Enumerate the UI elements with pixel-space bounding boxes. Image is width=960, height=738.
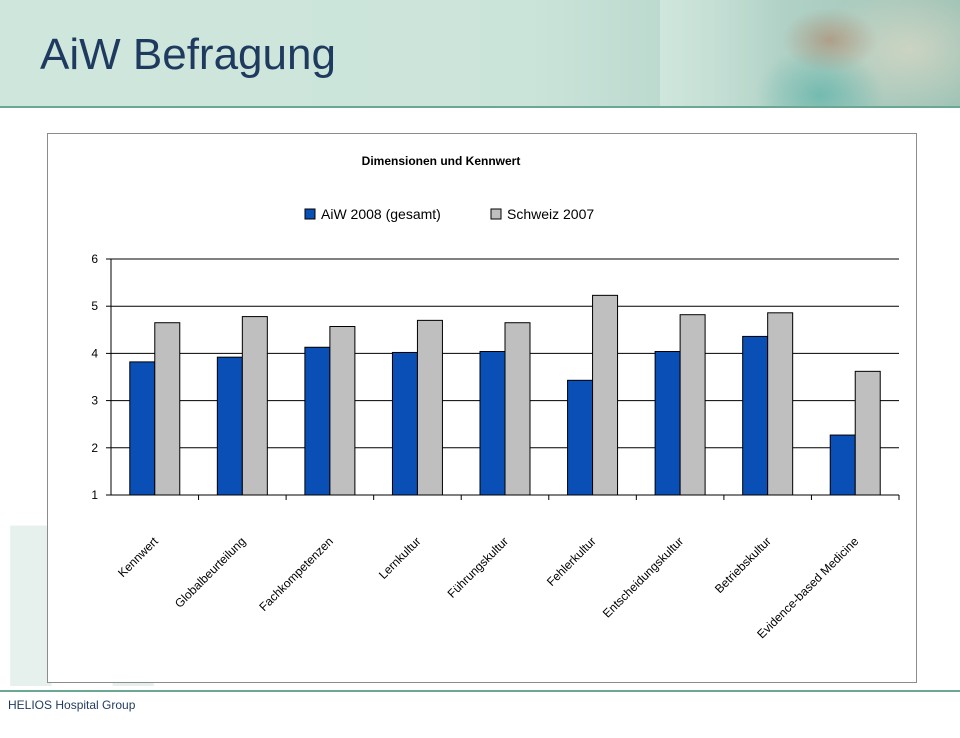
y-tick-label: 5 [91,299,98,313]
chart-container: Dimensionen und Kennwert AiW 2008 (gesam… [47,133,917,683]
bar-aiw-2008 [479,351,506,496]
legend-swatch [490,208,502,220]
bar-aiw-2008 [829,434,856,496]
legend-label: Schweiz 2007 [507,206,594,222]
y-tick-label: 2 [91,441,98,455]
legend-swatch [304,208,316,220]
x-tick-label: Globalbeurteilung [172,534,248,610]
x-tick-label: Führungskultur [445,534,512,601]
x-tick-label: Evidence-based Medicine [754,534,861,641]
x-tick-label: Entscheidungskultur [600,534,686,620]
x-axis: Kennwert Globalbeurteilung Fachkompetenzen… [111,494,900,641]
x-tick-label: Fachkompetenzen [256,534,336,614]
y-tick-label: 3 [91,394,98,408]
bar-aiw-2008 [129,361,156,496]
bar-schweiz-2007 [154,322,181,496]
bar-schweiz-2007 [504,322,531,496]
y-tick-label: 1 [91,488,98,502]
footer-company: HELIOS Hospital Group [8,698,136,712]
bar-aiw-2008 [304,346,331,496]
y-axis: 1 2 3 4 5 6 [91,252,112,502]
bar-schweiz-2007 [679,314,706,496]
chart-legend: AiW 2008 (gesamt) Schweiz 2007 [304,206,594,222]
bar-aiw-2008 [654,351,681,496]
legend-label: AiW 2008 (gesamt) [321,206,441,222]
page-title: AiW Befragung [40,30,336,79]
bar-aiw-2008 [742,335,769,496]
bar-schweiz-2007 [241,316,268,496]
y-tick-label: 4 [91,346,98,360]
slide-header: AiW Befragung [0,0,960,108]
x-tick-label: Kennwert [115,534,161,580]
y-tick-label: 6 [91,252,98,266]
bar-aiw-2008 [216,356,243,496]
footer-divider [0,690,960,692]
bar-schweiz-2007 [416,319,443,496]
x-tick-label: Lernkultur [376,534,424,582]
bar-chart: Dimensionen und Kennwert AiW 2008 (gesam… [91,154,900,641]
header-photo [660,0,960,106]
bar-schweiz-2007 [329,325,356,496]
bars [129,294,881,496]
bar-aiw-2008 [567,379,594,496]
bar-schweiz-2007 [854,370,881,496]
x-tick-label: Betriebskultur [712,534,774,596]
chart-title: Dimensionen und Kennwert [362,154,521,168]
bar-aiw-2008 [391,351,418,496]
bar-schweiz-2007 [767,312,794,496]
bar-schweiz-2007 [592,294,619,496]
x-tick-label: Fehlerkultur [544,534,599,589]
